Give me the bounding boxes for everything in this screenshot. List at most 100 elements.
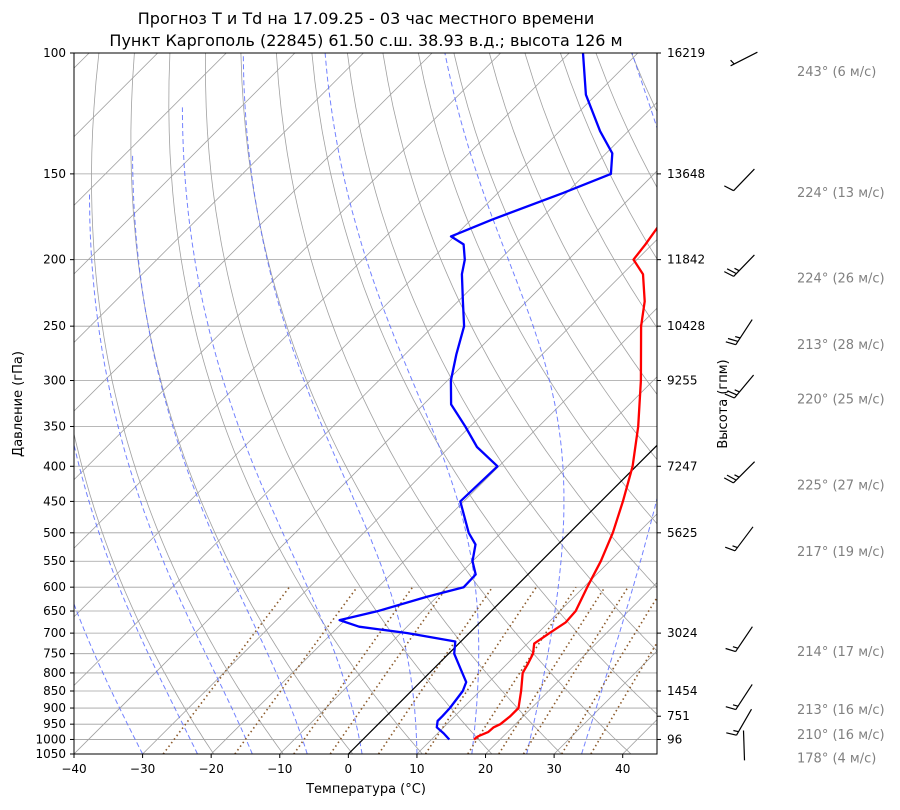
height-tick-label: 10428 [667, 319, 705, 333]
dry-adiabat [91, 53, 284, 754]
wind-label: 178° (4 м/с) [797, 751, 876, 766]
wind-barb-feather [726, 732, 737, 736]
wind-barb-shaft [733, 254, 755, 277]
dry-adiabat [382, 53, 657, 589]
y-tick-label: 100 [43, 46, 66, 60]
y-tick-label: 700 [43, 626, 66, 640]
plot-frame [73, 52, 658, 755]
wind-barb-shaft [735, 684, 753, 710]
chart-title-line-1: Прогноз T и Td на 17.09.25 - 03 час мест… [138, 9, 594, 28]
wind-barb-feather [727, 337, 739, 342]
wind-label: 213° (28 м/с) [797, 338, 885, 353]
wind-barb-feather [725, 341, 736, 346]
x-tick-label: 10 [409, 762, 424, 776]
wind-label: 220° (25 м/с) [797, 393, 885, 408]
wind-barb-feather [725, 706, 736, 711]
isotherm-line [74, 53, 433, 412]
isotherm-line [142, 239, 657, 754]
wind-label: 224° (26 м/с) [797, 272, 885, 287]
moist-adiabat [132, 153, 308, 754]
y-tick-label: 650 [43, 604, 66, 618]
mixing-ratio-line [293, 586, 414, 754]
wind-barb [730, 51, 758, 67]
dry-adiabats [74, 53, 657, 754]
wind-barb [725, 684, 753, 711]
y-tick-label: 300 [43, 374, 66, 388]
wind-barb-feather [734, 389, 740, 393]
x-tick-label: 30 [546, 762, 561, 776]
height-tick-label: 13648 [667, 167, 705, 181]
wind-barb-feather [730, 59, 735, 65]
mixing-ratio-line [590, 641, 657, 754]
moist-adiabats [74, 53, 657, 754]
wind-barb-feather [727, 390, 738, 396]
wind-barb-feather [735, 336, 741, 339]
wind-barb-shaft [742, 730, 746, 761]
dry-adiabat [168, 53, 423, 754]
wind-barb-feather [726, 474, 737, 481]
y-tick-label: 1050 [35, 747, 66, 761]
moist-adiabat [74, 602, 144, 754]
x-tick-label: 40 [615, 762, 630, 776]
y-tick-label: 1000 [35, 732, 66, 746]
wind-barb-feather [733, 729, 739, 733]
isotherm-line [74, 53, 364, 344]
zero-isotherm [347, 444, 657, 754]
isotherm-line [74, 101, 657, 686]
wind-barbs-layer: 243° (6 м/с) 224° (13 м/с) 224° (26 м/с) 21… [723, 51, 885, 766]
wind-barb-shaft [733, 168, 755, 192]
height-tick-label: 96 [667, 732, 682, 746]
wind-label: 225° (27 м/с) [797, 478, 885, 493]
moist-adiabat [581, 53, 657, 754]
wind-barb-feather [732, 704, 739, 707]
mixing-ratio-line [162, 586, 290, 754]
profiles-layer [338, 53, 657, 741]
isotherm-line [74, 53, 570, 549]
y-tick-label: 250 [43, 319, 66, 333]
dry-adiabat [74, 432, 215, 754]
mixing-ratio-line [329, 586, 448, 754]
wind-barb-feather [734, 267, 740, 272]
y-tick-label: 450 [43, 494, 66, 508]
isotherm-line [485, 581, 657, 754]
wind-barb [723, 461, 756, 484]
mixing-ratio-lines [162, 586, 657, 754]
wind-barb [742, 730, 746, 761]
wind-barb [724, 254, 755, 277]
y-tick-label: 600 [43, 580, 66, 594]
dry-adiabat [205, 53, 493, 754]
isotherm-line [74, 53, 501, 481]
y-tick-label: 750 [43, 647, 66, 661]
wind-label: 213° (16 м/с) [797, 703, 885, 718]
dry-adiabat [453, 53, 657, 461]
height-tick-label: 751 [667, 709, 690, 723]
wind-barb-feather [723, 477, 734, 484]
y-tick-label: 200 [43, 253, 66, 267]
dry-adiabat [276, 53, 632, 754]
dry-adiabat [489, 53, 657, 395]
height-tick-label: 11842 [667, 253, 705, 267]
y-tick-label: 850 [43, 684, 66, 698]
x-tick-label: −20 [199, 762, 224, 776]
wind-label: 214° (17 м/с) [797, 645, 885, 660]
y-tick-label: 950 [43, 717, 66, 731]
isotherm-line [74, 170, 657, 754]
dry-adiabat [418, 53, 657, 525]
wind-barb-feather [724, 271, 734, 277]
y-tick-label: 500 [43, 526, 66, 540]
wind-barb-shaft [735, 708, 753, 736]
y-tick-label: 400 [43, 459, 66, 473]
wind-barb-feather [724, 546, 736, 552]
mixing-ratio-line [234, 586, 358, 754]
wind-barb-shaft [732, 461, 756, 484]
moist-adiabat [444, 53, 565, 754]
y-tick-label: 800 [43, 666, 66, 680]
wind-barb-feather [732, 646, 738, 649]
temperature-profile [473, 226, 657, 741]
wind-barb [726, 708, 753, 736]
y-tick-label: 150 [43, 167, 66, 181]
y-tick-label: 350 [43, 419, 66, 433]
dewpoint-profile [338, 53, 614, 741]
axes-layer: 1001502002503003504004505005506006507007… [35, 46, 705, 776]
